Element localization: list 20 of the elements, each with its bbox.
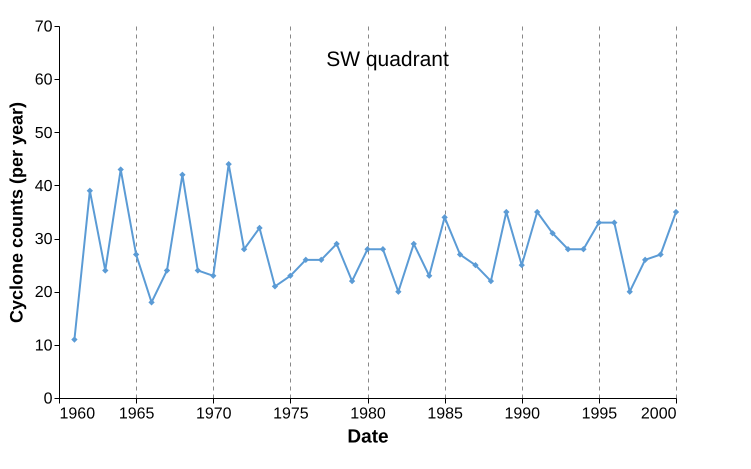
x-tick-label: 1960: [60, 406, 96, 422]
x-tick-label: 1965: [118, 406, 155, 422]
x-tick-label: 1980: [350, 406, 386, 422]
y-tick-label: 30: [34, 231, 53, 248]
text: SW quadrant: [326, 48, 449, 71]
y-tick-label: 40: [34, 178, 53, 195]
x-tick-label: 1995: [582, 406, 618, 422]
y-tick-label: 0: [44, 390, 53, 408]
y-tick-label: 70: [34, 18, 53, 36]
x-tick-label: 1985: [427, 406, 464, 422]
y-axis-title: Cyclone counts (per year): [6, 102, 27, 324]
y-tick-label: 60: [34, 72, 53, 89]
y-tick-label: 10: [34, 337, 53, 354]
x-tick-label: 1990: [504, 406, 540, 422]
x-tick-label: 1970: [196, 406, 232, 422]
x-axis-title: Date: [347, 426, 389, 448]
x-tick-label: 1975: [273, 406, 309, 422]
y-tick-label: 50: [34, 124, 53, 142]
x-tick-label: 2000: [640, 406, 677, 422]
y-tick-label: 20: [34, 284, 53, 302]
